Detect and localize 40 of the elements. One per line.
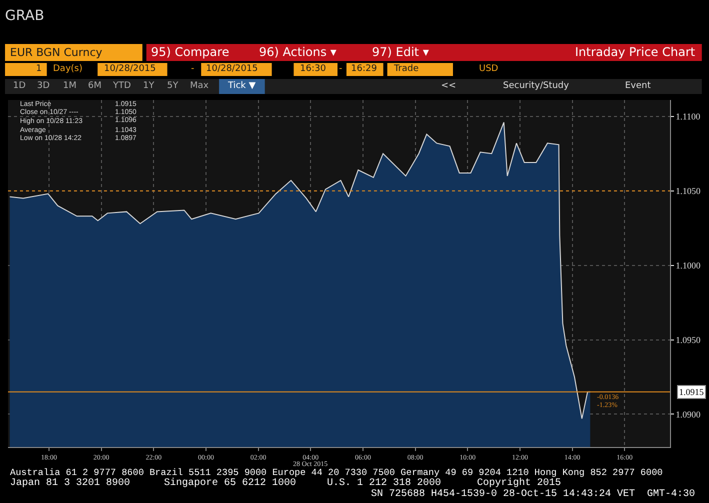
text: 10/28/2015	[206, 64, 258, 74]
text: 1M	[63, 81, 76, 91]
text: Max	[190, 81, 210, 91]
y-tick-label: 1.1100	[676, 112, 701, 122]
text: Event	[625, 81, 652, 91]
text: SN 725688 H454-1539-0 28-Oct-15 14:43:24 VET GMT-4:30	[371, 489, 696, 500]
text: Day(s)	[53, 64, 82, 74]
text: U.S. 1 212 318 2000	[327, 478, 442, 489]
text: 10/28/2015	[104, 64, 156, 74]
text: 5Y	[167, 81, 179, 91]
text: 1D	[13, 81, 26, 91]
text: 96) Actions ▾	[259, 45, 336, 59]
chart-title: GRAB	[5, 8, 44, 24]
y-tick-label: 1.0900	[676, 409, 702, 420]
ref-line-label: 1.0915	[679, 387, 704, 397]
text: -	[339, 64, 342, 74]
y-tick-label: 1.0950	[676, 334, 702, 345]
text: 16:30	[300, 64, 326, 74]
text: Singapore 65 6212 1000	[164, 477, 296, 489]
text: -	[191, 64, 194, 74]
text: 3D	[37, 81, 50, 91]
text: 1	[36, 64, 42, 74]
text: Security/Study	[503, 81, 570, 91]
y-tick-label: 1.1050	[676, 186, 702, 196]
text: 1Y	[143, 81, 155, 91]
text: Australia 61 2 9777 8600 Brazil 5511 2395 9000 Europe 44 20 7330 7500 Germany 49 69 9204 1210 Hong Kong 852 2977 6000	[10, 467, 663, 478]
y-tick-label: 1.1000	[676, 260, 702, 270]
text: 97) Edit ▾	[372, 45, 429, 59]
text: USD	[479, 64, 498, 74]
text: Copyright 2015	[477, 477, 562, 489]
text: Japan 81 3 3201 8900	[10, 478, 130, 489]
text: Tick ▼	[227, 81, 256, 91]
text: YTD	[112, 81, 131, 91]
text: <<	[441, 81, 456, 91]
text: 16:29	[351, 64, 378, 74]
text: EUR BGN Curncy	[10, 46, 103, 59]
text: Intraday Price Chart	[575, 45, 696, 59]
text: 6M	[88, 81, 102, 91]
text: Trade	[393, 64, 420, 74]
text: 95) Compare	[151, 45, 230, 59]
